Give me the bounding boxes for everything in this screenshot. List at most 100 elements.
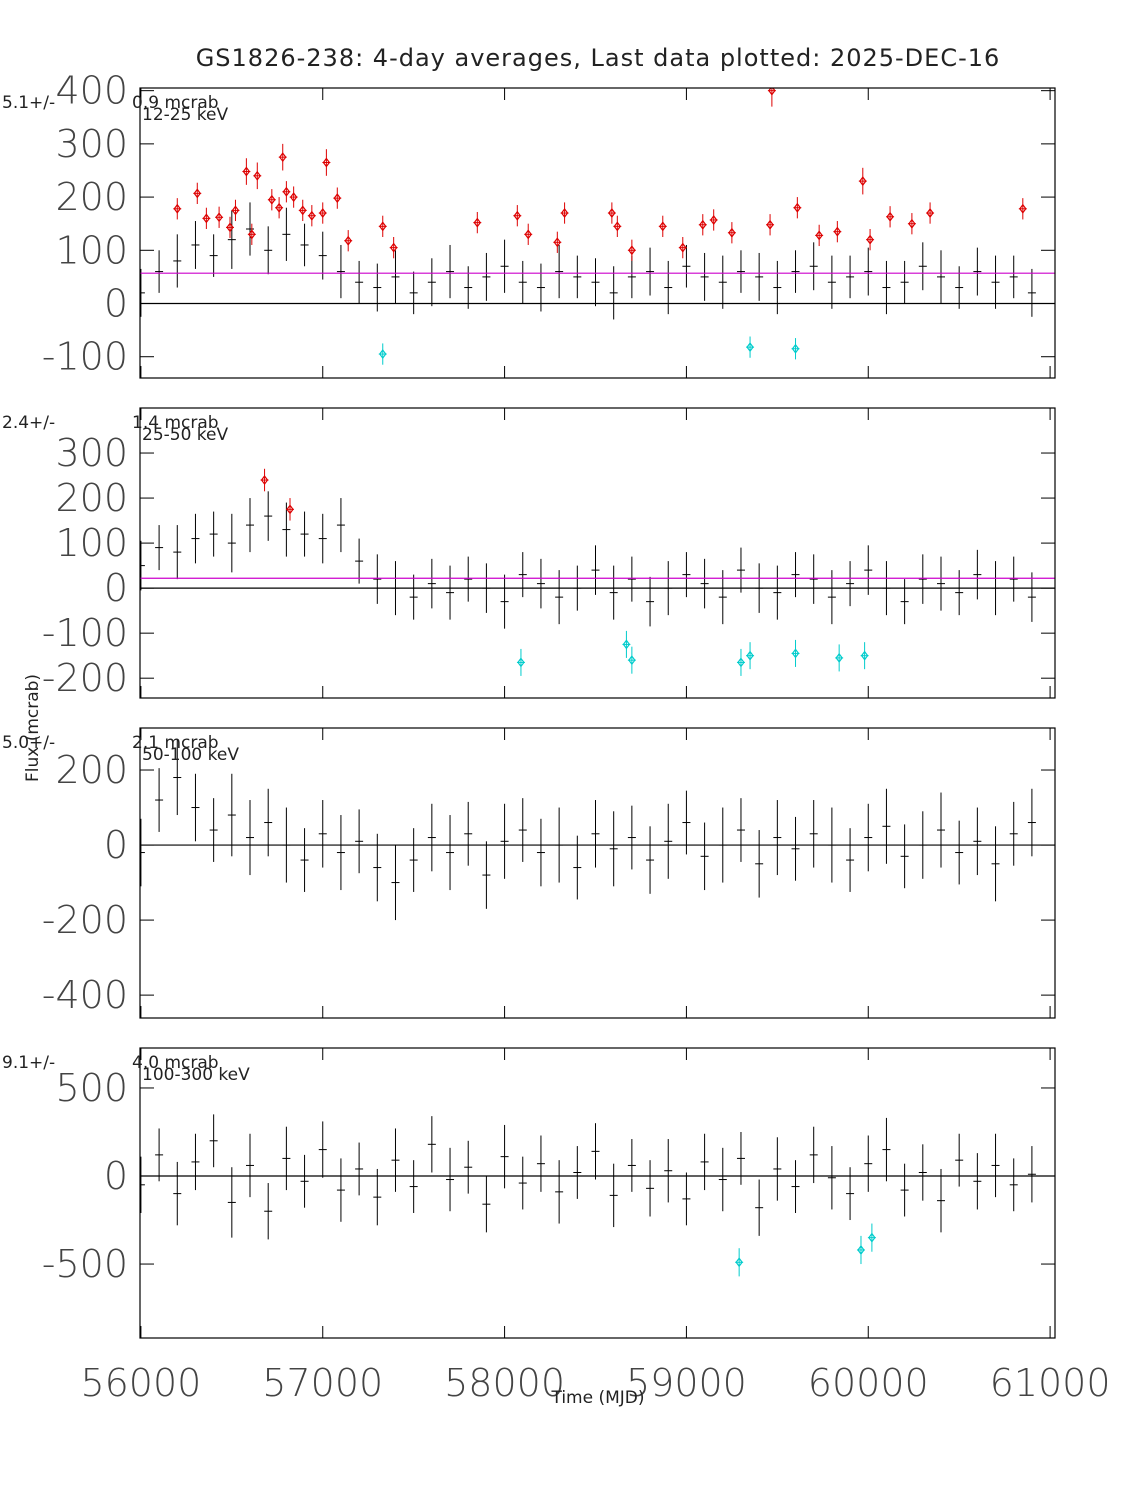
data-point bbox=[755, 830, 764, 898]
data-point bbox=[173, 198, 182, 220]
data-point bbox=[513, 205, 522, 227]
data-point bbox=[191, 1133, 200, 1191]
data-point bbox=[260, 468, 269, 492]
data-point bbox=[991, 255, 1000, 309]
data-point bbox=[736, 798, 745, 862]
data-point bbox=[766, 214, 775, 236]
data-point bbox=[718, 570, 727, 625]
data-point bbox=[918, 242, 927, 291]
data-point bbox=[286, 498, 295, 521]
data-point bbox=[907, 213, 916, 235]
data-point bbox=[355, 1142, 364, 1196]
data-point bbox=[518, 1156, 527, 1210]
data-point bbox=[264, 491, 273, 541]
data-point bbox=[791, 338, 800, 360]
data-point bbox=[678, 236, 687, 259]
data-point bbox=[773, 800, 782, 876]
data-point bbox=[524, 223, 533, 245]
data-point bbox=[973, 247, 982, 296]
data-point bbox=[518, 552, 527, 598]
error-label: 0.9 mcrab bbox=[132, 93, 219, 113]
chart-title: GS1826-238: 4-day averages, Last data pl… bbox=[196, 44, 1001, 72]
data-point bbox=[333, 187, 342, 209]
data-point bbox=[573, 835, 582, 900]
data-point bbox=[1018, 198, 1027, 220]
data-point bbox=[955, 1133, 964, 1187]
data-point bbox=[718, 255, 727, 309]
x-tick-label: 58000 bbox=[444, 1361, 565, 1405]
y-tick-label: -500 bbox=[42, 1242, 128, 1286]
data-point bbox=[264, 226, 273, 275]
data-point bbox=[936, 250, 945, 304]
y-axis-label: Flux (mcrab) bbox=[23, 674, 43, 782]
data-point bbox=[226, 216, 235, 239]
data-point bbox=[727, 222, 736, 244]
data-point bbox=[555, 244, 564, 299]
data-point bbox=[791, 1160, 800, 1213]
data-point bbox=[536, 263, 545, 312]
data-point bbox=[900, 824, 909, 889]
data-point bbox=[391, 250, 400, 304]
data-point bbox=[658, 215, 667, 237]
plot-frame bbox=[139, 727, 1056, 1019]
data-point bbox=[627, 1139, 636, 1192]
y-tick-label: 0 bbox=[104, 566, 128, 610]
data-point bbox=[246, 1133, 255, 1198]
y-tick-label: 100 bbox=[55, 228, 128, 272]
data-point bbox=[282, 1126, 291, 1191]
data-point bbox=[609, 811, 618, 887]
data-point bbox=[613, 215, 622, 237]
data-point bbox=[698, 214, 707, 236]
data-point bbox=[646, 247, 655, 296]
data-point bbox=[746, 336, 755, 358]
data-point bbox=[866, 229, 875, 251]
data-point bbox=[609, 266, 618, 320]
data-point bbox=[155, 250, 164, 293]
data-point bbox=[560, 202, 569, 224]
y-tick-label: 400 bbox=[55, 69, 128, 113]
data-point bbox=[700, 252, 709, 301]
data-point bbox=[409, 828, 418, 892]
data-point bbox=[318, 202, 327, 224]
data-point bbox=[867, 1223, 876, 1252]
data-point bbox=[344, 230, 353, 252]
data-point bbox=[833, 221, 842, 243]
data-point bbox=[1027, 788, 1036, 857]
data-point bbox=[473, 211, 482, 234]
data-point bbox=[627, 646, 636, 674]
data-point bbox=[936, 792, 945, 868]
data-point bbox=[464, 556, 473, 602]
data-point bbox=[253, 162, 262, 190]
x-tick-label: 56000 bbox=[80, 1361, 201, 1405]
data-point bbox=[736, 250, 745, 293]
data-point bbox=[278, 143, 287, 171]
data-point bbox=[322, 149, 331, 176]
y-tick-label: 500 bbox=[55, 1066, 128, 1110]
data-point bbox=[973, 1153, 982, 1210]
y-tick-label: 300 bbox=[55, 122, 128, 166]
data-point bbox=[300, 223, 309, 267]
data-point bbox=[209, 511, 218, 557]
data-point bbox=[275, 197, 284, 219]
data-point bbox=[209, 1114, 218, 1168]
data-point bbox=[191, 513, 200, 564]
data-point bbox=[500, 803, 509, 879]
data-point bbox=[391, 1128, 400, 1192]
data-point bbox=[846, 828, 855, 892]
mean-label: 5.1+/- bbox=[2, 93, 55, 113]
data-point bbox=[500, 574, 509, 629]
data-point bbox=[864, 545, 873, 595]
data-point bbox=[900, 1163, 909, 1217]
data-point bbox=[536, 818, 545, 887]
data-point bbox=[646, 576, 655, 627]
data-point bbox=[827, 1146, 836, 1210]
data-point bbox=[755, 1179, 764, 1236]
data-point bbox=[518, 798, 527, 862]
data-point bbox=[464, 801, 473, 866]
y-tick-label: 200 bbox=[55, 175, 128, 219]
data-point bbox=[140, 1156, 145, 1213]
data-point bbox=[700, 1133, 709, 1191]
error-label: 2.1 mcrab bbox=[132, 733, 219, 753]
data-point bbox=[202, 207, 211, 230]
